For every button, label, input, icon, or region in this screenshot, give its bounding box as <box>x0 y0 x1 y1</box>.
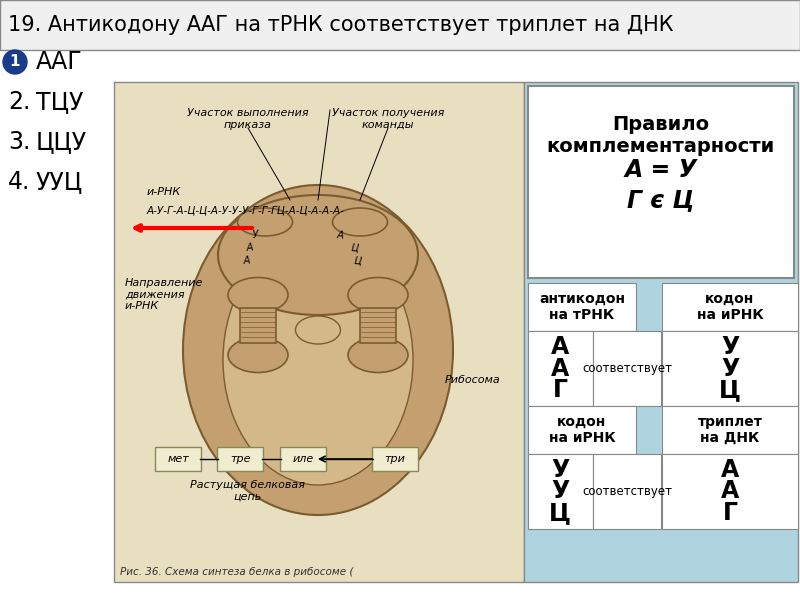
Circle shape <box>3 50 27 74</box>
Text: и-РНК: и-РНК <box>147 187 182 197</box>
Text: Рис. 36. Схема синтеза белка в рибосоме (: Рис. 36. Схема синтеза белка в рибосоме … <box>120 567 354 577</box>
Text: тре: тре <box>230 454 250 464</box>
Text: А: А <box>246 243 254 253</box>
Text: 4.: 4. <box>8 170 30 194</box>
FancyBboxPatch shape <box>528 331 593 406</box>
FancyBboxPatch shape <box>593 331 661 406</box>
Text: 1: 1 <box>10 55 20 70</box>
Ellipse shape <box>333 208 387 236</box>
Text: Участок получения
команды: Участок получения команды <box>332 108 444 130</box>
FancyBboxPatch shape <box>662 406 798 454</box>
Text: Ц: Ц <box>350 242 359 253</box>
Ellipse shape <box>238 208 293 236</box>
Text: 2.: 2. <box>8 90 30 114</box>
FancyBboxPatch shape <box>528 406 636 454</box>
Text: Растущая белковая
цепь: Растущая белковая цепь <box>190 480 306 502</box>
Text: Направление
движения
и-РНК: Направление движения и-РНК <box>125 278 203 311</box>
Text: А: А <box>336 230 344 240</box>
Text: ЦЦУ: ЦЦУ <box>36 130 87 154</box>
FancyBboxPatch shape <box>662 454 798 529</box>
Ellipse shape <box>218 195 418 315</box>
Text: антикодон
на тРНК: антикодон на тРНК <box>539 292 625 322</box>
Ellipse shape <box>348 277 408 313</box>
FancyBboxPatch shape <box>217 447 263 471</box>
FancyBboxPatch shape <box>372 447 418 471</box>
Text: Участок выполнения
приказа: Участок выполнения приказа <box>187 108 309 130</box>
Text: 3.: 3. <box>8 130 30 154</box>
FancyBboxPatch shape <box>360 308 396 343</box>
Text: кодон
на иРНК: кодон на иРНК <box>549 415 615 445</box>
Text: мет: мет <box>167 454 189 464</box>
Text: УУЦ: УУЦ <box>36 170 83 194</box>
Text: Ц: Ц <box>354 256 362 266</box>
Text: А = У: А = У <box>625 158 698 182</box>
Text: У
У
Ц: У У Ц <box>719 335 741 401</box>
FancyBboxPatch shape <box>593 454 661 529</box>
FancyBboxPatch shape <box>0 0 800 50</box>
FancyBboxPatch shape <box>155 447 201 471</box>
FancyBboxPatch shape <box>524 82 798 582</box>
Ellipse shape <box>223 235 413 485</box>
Ellipse shape <box>295 316 341 344</box>
Text: А
А
Г: А А Г <box>551 335 569 401</box>
FancyBboxPatch shape <box>528 86 794 278</box>
Text: А-У-Г-А-Ц-Ц-А-У-У-У-Г-Г-ГЦ-А-Ц-А-А-А-: А-У-Г-А-Ц-Ц-А-У-У-У-Г-Г-ГЦ-А-Ц-А-А-А- <box>147 205 345 215</box>
Text: А: А <box>243 256 250 266</box>
Text: Рибосома: Рибосома <box>445 375 501 385</box>
Text: триплет
на ДНК: триплет на ДНК <box>698 415 762 445</box>
Text: А
А
Г: А А Г <box>721 458 739 524</box>
Text: соответствует: соответствует <box>582 362 672 375</box>
FancyBboxPatch shape <box>528 283 636 331</box>
Text: У: У <box>251 230 258 240</box>
Ellipse shape <box>228 277 288 313</box>
FancyBboxPatch shape <box>528 454 593 529</box>
FancyBboxPatch shape <box>280 447 326 471</box>
Text: три: три <box>385 454 406 464</box>
Ellipse shape <box>348 337 408 373</box>
FancyBboxPatch shape <box>240 308 276 343</box>
Text: У
У
Ц: У У Ц <box>549 458 571 524</box>
FancyBboxPatch shape <box>662 331 798 406</box>
Ellipse shape <box>228 337 288 373</box>
Text: 19. Антикодону ААГ на тРНК соответствует триплет на ДНК: 19. Антикодону ААГ на тРНК соответствует… <box>8 15 674 35</box>
FancyBboxPatch shape <box>662 283 798 331</box>
Text: ТЦУ: ТЦУ <box>36 90 83 114</box>
Text: иле: иле <box>292 454 314 464</box>
FancyBboxPatch shape <box>114 82 524 582</box>
Text: ААГ: ААГ <box>36 50 82 74</box>
Text: Правило
комплементарности: Правило комплементарности <box>547 115 775 156</box>
Ellipse shape <box>183 185 453 515</box>
Text: Г є Ц: Г є Ц <box>627 188 694 212</box>
Text: соответствует: соответствует <box>582 485 672 498</box>
Text: кодон
на иРНК: кодон на иРНК <box>697 292 763 322</box>
